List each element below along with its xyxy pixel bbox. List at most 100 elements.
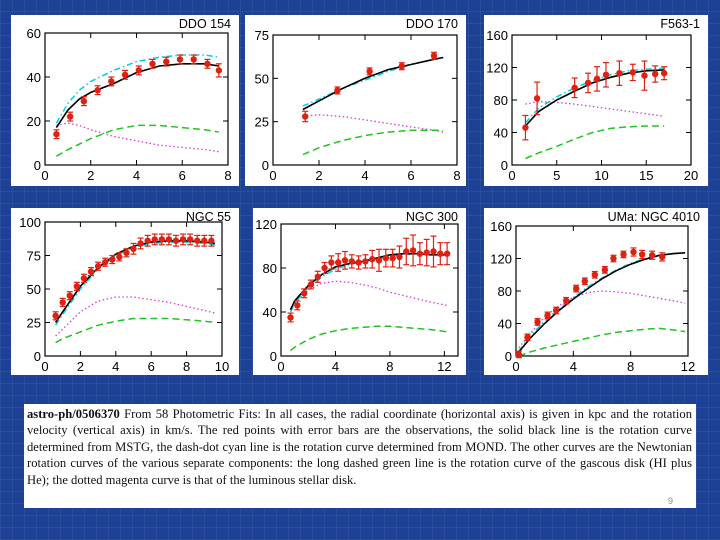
- chart-panel-ddo170: 0 2 4 6 8 0 25 50 75 DDO 170: [245, 15, 466, 186]
- observed-point: [109, 256, 116, 263]
- mstg-curve: [54, 240, 215, 323]
- chart-title: F563-1: [660, 17, 700, 31]
- x-tick-label: 6: [148, 359, 155, 374]
- stellar-disk-curve: [302, 114, 444, 133]
- observed-point: [515, 351, 523, 358]
- observed-point: [87, 268, 95, 275]
- observed-point: [638, 251, 646, 258]
- observed-point: [584, 79, 592, 87]
- observed-point: [176, 56, 184, 63]
- observed-point: [215, 67, 223, 74]
- observed-point: [116, 253, 123, 261]
- observed-point: [73, 283, 81, 290]
- x-tick-label: 0: [512, 359, 519, 374]
- observed-point: [409, 247, 417, 254]
- observed-point: [294, 302, 301, 309]
- x-tick-label: 8: [627, 359, 634, 374]
- observed-point: [443, 250, 451, 257]
- y-tick-label: 0: [270, 349, 277, 364]
- stellar-disk-curve: [55, 296, 216, 337]
- observed-point: [151, 236, 158, 243]
- observed-point: [437, 250, 444, 257]
- observed-point: [591, 271, 599, 278]
- observed-point: [314, 273, 321, 280]
- y-tick-label: 40: [498, 317, 512, 332]
- observed-point: [144, 237, 151, 244]
- observed-point: [522, 124, 529, 131]
- observed-point: [165, 236, 173, 243]
- y-tick-label: 75: [27, 249, 41, 264]
- observed-point: [101, 259, 109, 266]
- stellar-disk-curve: [56, 122, 219, 153]
- x-tick-label: 0: [508, 168, 515, 183]
- observed-point: [194, 237, 201, 244]
- mstg-curve: [518, 252, 686, 353]
- observed-point: [534, 318, 541, 326]
- observed-point: [172, 237, 180, 244]
- observed-point: [302, 113, 309, 120]
- observed-point: [533, 95, 541, 102]
- observed-point: [66, 113, 74, 120]
- observed-point: [430, 248, 437, 255]
- observed-point: [201, 237, 208, 244]
- observed-point: [52, 312, 59, 319]
- x-tick-label: 10: [215, 359, 229, 374]
- chart-panel-ngc55: 0 2 4 6 8 10 0 25 50 75 100 NGC 55: [11, 208, 239, 375]
- observed-point: [190, 56, 197, 63]
- y-tick-label: 60: [27, 26, 41, 41]
- y-tick-label: 80: [498, 284, 512, 299]
- y-tick-label: 25: [27, 316, 41, 331]
- y-tick-label: 120: [490, 252, 512, 267]
- observed-point: [208, 237, 215, 244]
- observed-point: [204, 60, 211, 67]
- y-tick-label: 80: [494, 93, 508, 108]
- observed-point: [334, 259, 342, 266]
- y-tick-label: 0: [505, 349, 512, 364]
- x-tick-label: 6: [407, 168, 414, 183]
- y-tick-label: 0: [34, 158, 41, 173]
- gas-disk-curve: [290, 325, 448, 352]
- x-tick-label: 4: [570, 359, 577, 374]
- x-tick-label: 8: [183, 359, 190, 374]
- observed-point: [108, 78, 115, 85]
- observed-point: [659, 253, 666, 261]
- x-tick-label: 4: [332, 359, 339, 374]
- observed-point: [80, 98, 88, 105]
- observed-point: [652, 70, 659, 78]
- y-tick-label: 160: [486, 28, 508, 43]
- y-tick-label: 100: [19, 215, 41, 230]
- observed-point: [321, 264, 328, 272]
- observed-point: [524, 334, 531, 341]
- x-tick-label: 4: [133, 168, 140, 183]
- mstg-curve: [302, 56, 444, 111]
- observed-point: [137, 240, 144, 247]
- x-tick-label: 2: [315, 168, 322, 183]
- chart-ddo170: 0 2 4 6 8 0 25 50 75 DDO 170: [255, 17, 461, 183]
- observed-point: [573, 285, 580, 292]
- y-tick-label: 0: [262, 158, 269, 173]
- observed-point: [616, 69, 623, 77]
- observed-point: [593, 75, 601, 83]
- x-tick-label: 5: [553, 168, 560, 183]
- observed-point: [163, 58, 170, 65]
- y-tick-label: 40: [494, 126, 508, 141]
- x-tick-label: 8: [386, 359, 393, 374]
- chart-f563-1: 0 5 10 15 20 0 40 80 120 160 F563-1: [486, 17, 700, 183]
- observed-point: [375, 257, 383, 264]
- plot-frame: [272, 34, 458, 166]
- observed-point: [382, 254, 390, 262]
- observed-point: [416, 250, 424, 257]
- observed-point: [660, 69, 668, 77]
- observed-point: [94, 263, 102, 270]
- observed-point: [179, 236, 187, 243]
- observed-point: [149, 60, 156, 67]
- mond-curve: [518, 252, 686, 352]
- caption-citation: astro-ph/0506370: [27, 407, 120, 421]
- observed-point: [366, 68, 373, 75]
- x-tick-label: 2: [87, 168, 94, 183]
- y-tick-label: 120: [255, 217, 277, 232]
- observed-point: [398, 63, 405, 70]
- caption-text: From 58 Photometric Fits: In all cases, …: [27, 407, 692, 487]
